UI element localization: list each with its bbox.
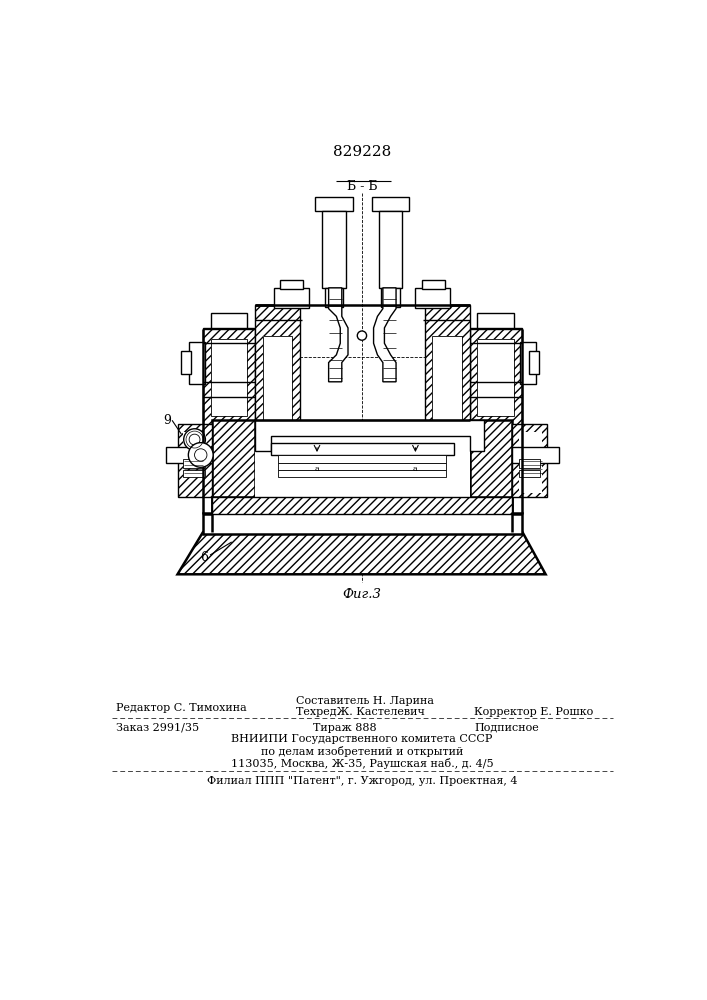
Text: Составитель Н. Ларина: Составитель Н. Ларина xyxy=(296,696,434,706)
Bar xyxy=(182,351,191,374)
Bar xyxy=(421,280,445,289)
Bar xyxy=(518,432,542,493)
Text: Б - Б: Б - Б xyxy=(346,180,378,193)
Text: 9: 9 xyxy=(163,414,171,427)
Polygon shape xyxy=(373,288,396,382)
Bar xyxy=(315,197,353,211)
Bar xyxy=(433,336,462,436)
Polygon shape xyxy=(177,532,546,574)
Text: по делам изобретений и открытий: по делам изобретений и открытий xyxy=(261,746,463,757)
Bar xyxy=(477,312,514,328)
Bar xyxy=(322,211,346,288)
Bar xyxy=(279,463,446,470)
Bar xyxy=(211,339,247,416)
Bar xyxy=(212,497,513,532)
Text: 6: 6 xyxy=(201,551,209,564)
Bar xyxy=(513,424,547,497)
Bar xyxy=(513,447,559,463)
Bar xyxy=(425,305,469,466)
Bar xyxy=(433,336,462,436)
Bar xyxy=(263,336,292,436)
Bar xyxy=(520,342,535,384)
Bar xyxy=(274,288,309,308)
Bar xyxy=(518,459,540,468)
Bar xyxy=(183,459,204,468)
Circle shape xyxy=(194,449,207,461)
Bar xyxy=(477,339,514,416)
Bar xyxy=(325,288,344,307)
Bar xyxy=(211,339,247,416)
Text: Фиг.3: Фиг.3 xyxy=(342,588,381,601)
Text: Редактор С. Тимохина: Редактор С. Тимохина xyxy=(115,703,246,713)
Text: Филиал ППП "Патент", г. Ужгород, ул. Проектная, 4: Филиал ППП "Патент", г. Ужгород, ул. Про… xyxy=(206,776,518,786)
Circle shape xyxy=(184,429,206,450)
Bar xyxy=(381,288,400,307)
Bar xyxy=(271,443,454,455)
Text: ТехредЖ. Кастелевич: ТехредЖ. Кастелевич xyxy=(296,707,425,717)
Bar xyxy=(263,336,292,436)
Bar xyxy=(203,513,522,534)
Bar xyxy=(212,497,513,514)
Text: Тираж 888: Тираж 888 xyxy=(313,723,377,733)
Circle shape xyxy=(357,331,367,340)
Bar xyxy=(203,328,255,447)
Bar xyxy=(372,197,409,211)
Bar xyxy=(189,342,204,384)
Bar xyxy=(477,339,514,416)
Text: Подписное: Подписное xyxy=(474,723,539,733)
Bar xyxy=(279,455,446,463)
Bar xyxy=(255,305,300,466)
Bar xyxy=(212,420,255,513)
Bar xyxy=(379,211,402,288)
Bar xyxy=(469,328,522,447)
Text: 113035, Москва, Ж-35, Раушская наб., д. 4/5: 113035, Москва, Ж-35, Раушская наб., д. … xyxy=(230,758,493,769)
Bar xyxy=(211,312,247,328)
Text: a: a xyxy=(413,465,418,473)
Bar xyxy=(469,420,513,513)
Text: Корректор Е. Рошко: Корректор Е. Рошко xyxy=(474,707,594,717)
Bar xyxy=(518,470,540,477)
Bar xyxy=(183,470,204,477)
Bar xyxy=(177,424,212,497)
Circle shape xyxy=(189,434,200,445)
Text: a: a xyxy=(315,465,320,473)
Bar xyxy=(416,288,450,308)
Bar xyxy=(183,432,206,459)
Polygon shape xyxy=(255,420,484,451)
Circle shape xyxy=(188,443,213,467)
Polygon shape xyxy=(329,288,348,382)
Bar xyxy=(530,351,539,374)
Text: 829228: 829228 xyxy=(333,145,391,159)
Text: ВНИИПИ Государственного комитета СССР: ВНИИПИ Государственного комитета СССР xyxy=(231,734,493,744)
Bar xyxy=(279,470,446,477)
Bar xyxy=(280,280,303,289)
Text: Заказ 2991/35: Заказ 2991/35 xyxy=(115,723,199,733)
Bar xyxy=(255,420,469,497)
Bar xyxy=(166,447,212,463)
